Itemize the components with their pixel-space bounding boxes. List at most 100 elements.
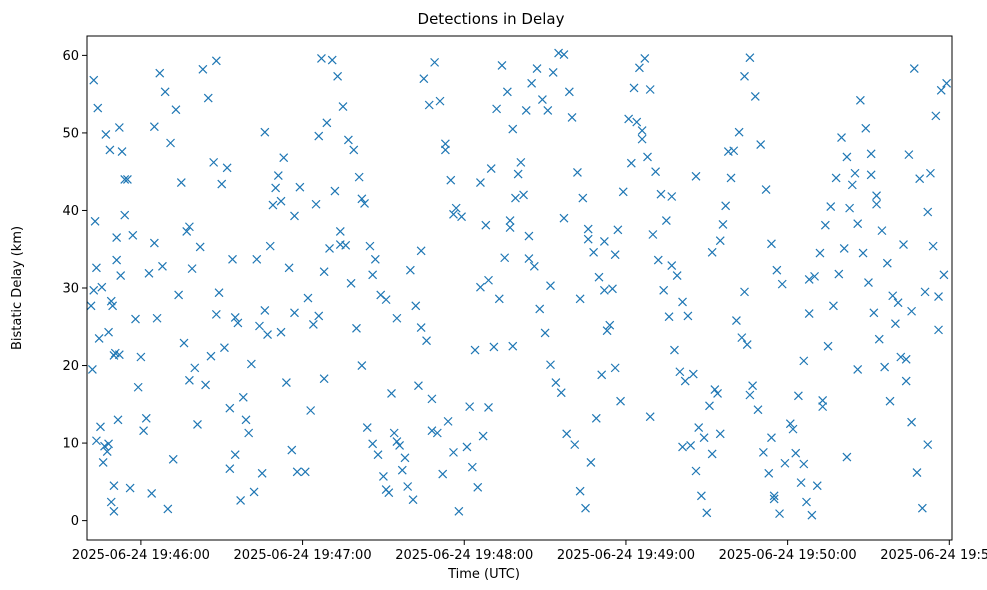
data-point (335, 226, 345, 236)
data-point (346, 278, 356, 288)
data-point (281, 378, 291, 388)
data-point (233, 318, 243, 328)
data-point (699, 433, 709, 443)
data-point (403, 482, 413, 491)
data-point (357, 361, 367, 370)
x-tick-label: 2025-06-24 19:48:00 (395, 548, 533, 563)
data-point (907, 306, 917, 316)
data-point (613, 225, 623, 235)
data-point (481, 220, 491, 230)
data-point (713, 389, 722, 398)
data-point (573, 168, 582, 177)
data-point (446, 175, 456, 185)
data-point (737, 333, 747, 343)
data-point (112, 233, 122, 243)
data-point (263, 330, 272, 339)
data-point (271, 183, 281, 193)
data-point (349, 145, 359, 155)
data-point (672, 271, 682, 281)
data-point (651, 167, 661, 177)
data-point (527, 78, 537, 88)
data-point (823, 341, 833, 351)
data-point (877, 226, 887, 236)
data-point (726, 173, 736, 183)
data-point (287, 445, 297, 455)
data-point (861, 123, 871, 133)
data-point (769, 494, 779, 504)
data-point (645, 85, 655, 94)
data-point (624, 114, 634, 124)
data-point (767, 433, 776, 443)
data-point (831, 173, 841, 183)
data-point (599, 285, 609, 295)
data-point (583, 234, 593, 244)
data-point (427, 426, 437, 436)
data-point (276, 196, 286, 206)
data-point (769, 491, 779, 501)
data-point (745, 53, 755, 63)
data-point (427, 394, 437, 404)
data-point (314, 311, 324, 321)
data-point (656, 189, 666, 199)
data-point (214, 288, 224, 298)
data-point (626, 158, 636, 168)
data-point (106, 497, 116, 507)
data-point (796, 478, 806, 488)
data-point (117, 147, 127, 156)
data-point (896, 352, 906, 362)
data-point (634, 63, 644, 73)
data-point (238, 392, 248, 402)
data-point (791, 448, 801, 458)
data-point (470, 345, 480, 355)
data-point (405, 265, 415, 275)
data-point (341, 240, 351, 250)
data-point (435, 96, 445, 106)
data-point (368, 270, 378, 280)
data-point (853, 364, 863, 374)
data-point (758, 447, 768, 457)
data-point (880, 362, 890, 372)
data-point (678, 442, 687, 452)
data-point (92, 263, 101, 273)
data-point (362, 423, 372, 432)
data-point (89, 75, 99, 85)
data-point (222, 163, 232, 173)
data-point (858, 248, 868, 258)
data-point (511, 193, 520, 203)
data-point (408, 495, 418, 505)
data-point (694, 423, 704, 432)
data-point (166, 138, 175, 148)
data-point (322, 118, 332, 128)
data-point (559, 50, 569, 60)
data-point (338, 102, 348, 111)
data-point (853, 219, 863, 229)
data-point (917, 503, 927, 513)
data-point (476, 282, 485, 292)
data-point (100, 441, 109, 451)
data-point (147, 489, 157, 498)
data-point (799, 356, 809, 366)
data-point (529, 261, 539, 271)
data-point (589, 247, 599, 257)
data-point (818, 396, 828, 405)
data-point (548, 68, 558, 77)
data-point (411, 301, 421, 311)
data-point (829, 301, 838, 311)
data-point (317, 54, 326, 63)
data-point (707, 449, 717, 459)
data-point (484, 402, 493, 412)
data-point (112, 255, 122, 265)
data-point (648, 230, 658, 239)
data-point (203, 93, 213, 103)
data-point (508, 124, 518, 134)
data-point (767, 239, 776, 249)
data-point (740, 71, 749, 81)
data-point (554, 48, 563, 58)
data-point (820, 220, 830, 230)
data-point (645, 412, 655, 422)
data-point (308, 320, 318, 329)
data-point (845, 203, 855, 213)
data-point (368, 439, 378, 449)
data-point (244, 428, 254, 438)
data-point (381, 295, 391, 305)
